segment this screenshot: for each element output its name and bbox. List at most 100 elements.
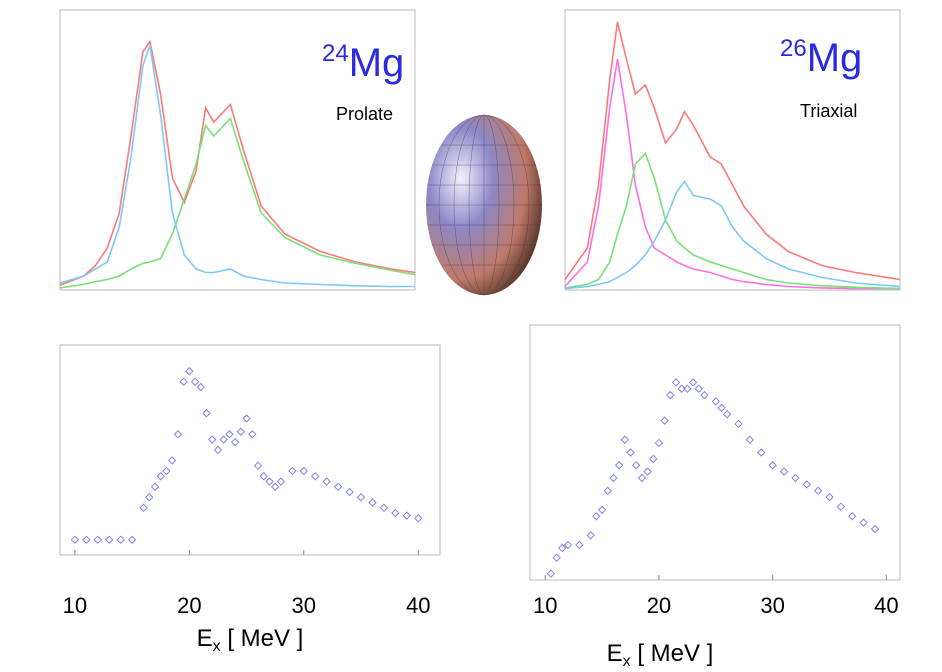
- data-point: [757, 448, 766, 457]
- shape-label: Prolate: [336, 104, 393, 124]
- curve: [59, 44, 415, 288]
- element-symbol: Mg: [807, 36, 863, 80]
- data-point: [666, 390, 675, 400]
- x-tick-label: 40: [406, 593, 430, 618]
- mass-number: 24: [322, 40, 349, 67]
- data-point: [603, 486, 612, 495]
- data-point: [825, 492, 834, 502]
- data-point: [859, 518, 868, 527]
- nucleus-label: 26Mg: [780, 35, 862, 79]
- data-point: [575, 540, 584, 550]
- data-point: [802, 480, 811, 489]
- data-point: [345, 487, 354, 497]
- data-point: [558, 543, 567, 553]
- x-tick-label: 20: [177, 593, 201, 618]
- curve: [59, 39, 416, 286]
- x-label-rest: [ MeV ]: [221, 625, 304, 652]
- data-point: [848, 512, 857, 521]
- nucleus-label: 24Mg: [322, 40, 404, 84]
- data-point: [162, 466, 171, 476]
- data-point: [620, 435, 630, 444]
- data-point: [248, 430, 257, 439]
- data-point: [660, 416, 669, 425]
- data-point: [311, 472, 320, 481]
- data-point: [836, 502, 846, 511]
- data-point: [586, 531, 595, 540]
- data-point: [722, 410, 732, 419]
- data-point: [631, 461, 641, 470]
- x-tick-label: 40: [874, 593, 898, 618]
- data-point: [677, 384, 686, 393]
- data-point: [592, 512, 601, 521]
- data-point: [230, 437, 240, 447]
- data-point: [402, 511, 412, 520]
- data-point: [717, 403, 726, 413]
- data-point: [694, 384, 703, 393]
- data-point: [322, 477, 331, 486]
- data-point: [190, 377, 200, 386]
- data-point: [202, 409, 211, 418]
- data-point: [626, 448, 635, 457]
- data-point: [150, 482, 160, 491]
- data-point: [671, 378, 681, 387]
- element-symbol: Mg: [349, 41, 405, 85]
- x-label-main: E: [607, 640, 623, 667]
- x-tick-label: 20: [647, 593, 671, 618]
- data-point: [813, 486, 823, 495]
- data-point: [356, 493, 366, 502]
- data-point: [637, 473, 647, 483]
- data-point: [391, 508, 400, 518]
- data-point: [93, 535, 102, 544]
- x-tick-label: 30: [760, 593, 784, 618]
- x-tick-label: 10: [63, 593, 87, 618]
- data-point: [791, 473, 800, 483]
- curve: [59, 116, 416, 289]
- data-point: [242, 414, 251, 423]
- curve: [564, 152, 901, 290]
- data-point: [225, 430, 234, 439]
- data-point: [414, 514, 423, 523]
- data-point: [288, 466, 297, 476]
- data-point: [265, 477, 274, 486]
- curve: [564, 180, 901, 290]
- ellipsoid: [426, 114, 542, 296]
- data-point: [185, 367, 194, 376]
- data-point: [333, 482, 343, 491]
- data-point: [563, 540, 573, 550]
- data-point: [614, 461, 624, 470]
- data-point: [649, 454, 658, 464]
- data-point: [688, 378, 698, 387]
- data-point: [139, 503, 148, 512]
- data-point: [768, 461, 777, 470]
- data-point: [116, 535, 125, 544]
- plot-frame: [564, 9, 901, 291]
- x-label-sub: x: [623, 653, 631, 670]
- data-point: [654, 438, 664, 448]
- data-point: [156, 472, 165, 481]
- data-point: [127, 535, 137, 544]
- data-point: [546, 569, 556, 578]
- plot-frame: [59, 9, 416, 291]
- data-point: [745, 435, 755, 444]
- shape-label: Triaxial: [800, 101, 857, 121]
- curve: [564, 21, 901, 281]
- data-point: [711, 397, 721, 406]
- x-label-sub: x: [213, 638, 221, 655]
- mass-number: 26: [780, 35, 807, 62]
- data-point: [208, 435, 217, 444]
- x-label-rest: [ MeV ]: [631, 640, 714, 667]
- data-point: [276, 477, 286, 486]
- data-point: [82, 535, 91, 544]
- data-point: [299, 466, 309, 476]
- data-point: [379, 503, 389, 512]
- x-label-main: E: [197, 625, 213, 652]
- data-point: [597, 505, 607, 515]
- data-point: [105, 535, 114, 544]
- data-point: [236, 427, 246, 436]
- x-tick-label: 30: [292, 593, 316, 618]
- data-point: [213, 445, 223, 455]
- data-point: [609, 473, 618, 483]
- x-axis-label: Ex [ MeV ]: [607, 640, 714, 670]
- data-point: [167, 456, 177, 465]
- data-point: [552, 553, 561, 562]
